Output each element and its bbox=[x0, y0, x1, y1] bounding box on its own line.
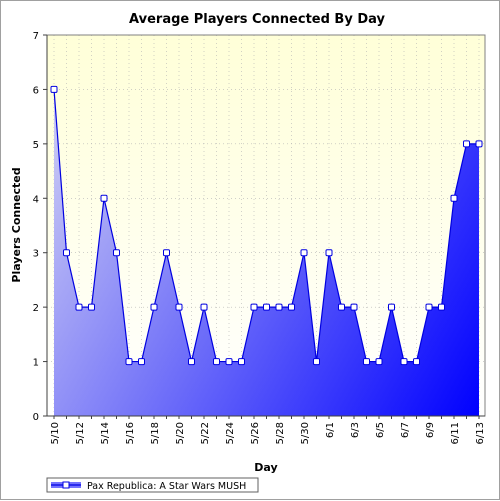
data-point bbox=[88, 303, 95, 311]
data-point bbox=[363, 358, 370, 366]
x-axis-ticks: 5/10 5/12 5/14 5/16 5/18 5/20 5/22 5/24 5/26 5/28… bbox=[50, 416, 486, 444]
y-tick-label: 5 bbox=[33, 140, 39, 151]
x-tick-label: 5/20 bbox=[175, 422, 186, 444]
x-tick-label: 5/24 bbox=[225, 422, 236, 444]
data-point bbox=[388, 303, 395, 311]
data-point bbox=[400, 358, 408, 366]
y-tick-label: 2 bbox=[33, 303, 39, 314]
y-tick-label: 3 bbox=[33, 249, 39, 260]
data-point bbox=[438, 303, 445, 311]
data-point bbox=[375, 358, 383, 366]
data-point bbox=[425, 303, 433, 311]
data-point bbox=[313, 358, 320, 366]
data-point bbox=[75, 303, 83, 311]
x-tick-label: 6/13 bbox=[475, 422, 486, 444]
data-point bbox=[50, 85, 58, 93]
y-tick-label: 1 bbox=[33, 358, 39, 369]
legend-label: Pax Republica: A Star Wars MUSH bbox=[87, 481, 246, 492]
series-markers bbox=[50, 85, 483, 366]
data-point bbox=[463, 140, 470, 148]
data-point bbox=[200, 303, 208, 311]
legend-swatch-marker bbox=[62, 481, 70, 489]
data-point bbox=[150, 303, 158, 311]
series-area-fill bbox=[54, 89, 479, 416]
data-point bbox=[163, 249, 170, 257]
data-point bbox=[113, 249, 120, 257]
data-point bbox=[275, 303, 283, 311]
data-point bbox=[263, 303, 270, 311]
y-axis-ticks: 0 1 2 3 4 5 6 7 bbox=[33, 31, 47, 423]
x-tick-label: 6/1 bbox=[325, 422, 336, 438]
y-tick-label: 4 bbox=[33, 194, 39, 205]
data-point bbox=[338, 303, 345, 311]
y-axis-title: Players Connected bbox=[10, 167, 23, 282]
x-tick-label: 6/9 bbox=[425, 422, 436, 438]
x-tick-label: 5/26 bbox=[250, 422, 261, 444]
x-tick-label: 5/14 bbox=[100, 422, 111, 444]
data-point bbox=[288, 303, 295, 311]
x-tick-label: 5/28 bbox=[275, 422, 286, 444]
data-point bbox=[325, 249, 333, 257]
x-tick-label: 6/7 bbox=[400, 422, 411, 438]
data-point bbox=[188, 358, 195, 366]
y-tick-label: 0 bbox=[33, 412, 39, 423]
data-point bbox=[350, 303, 358, 311]
data-point bbox=[238, 358, 245, 366]
data-point bbox=[100, 194, 108, 202]
data-point bbox=[63, 249, 70, 257]
x-tick-label: 5/10 bbox=[50, 422, 61, 444]
x-tick-label: 5/18 bbox=[150, 422, 161, 444]
chart-title: Average Players Connected By Day bbox=[129, 12, 385, 27]
data-point bbox=[213, 358, 220, 366]
legend-box bbox=[46, 477, 259, 493]
x-tick-label: 5/12 bbox=[75, 422, 86, 444]
data-point bbox=[138, 358, 145, 366]
x-tick-label: 6/5 bbox=[375, 422, 386, 438]
x-axis-title: Day bbox=[254, 461, 277, 474]
data-point bbox=[225, 358, 233, 366]
data-point bbox=[300, 249, 308, 257]
y-tick-label: 6 bbox=[33, 85, 39, 96]
x-tick-label: 5/30 bbox=[300, 422, 311, 444]
y-tick-label: 7 bbox=[33, 31, 39, 42]
data-point bbox=[250, 303, 258, 311]
x-tick-label: 6/11 bbox=[450, 422, 461, 444]
data-point bbox=[175, 303, 183, 311]
x-tick-label: 5/16 bbox=[125, 422, 136, 444]
data-point bbox=[413, 358, 420, 366]
data-point bbox=[125, 358, 133, 366]
legend: Pax Republica: A Star Wars MUSH bbox=[46, 477, 259, 493]
data-point bbox=[475, 140, 483, 148]
data-point bbox=[450, 194, 458, 202]
x-tick-label: 6/3 bbox=[350, 422, 361, 438]
x-tick-label: 5/22 bbox=[200, 422, 211, 444]
